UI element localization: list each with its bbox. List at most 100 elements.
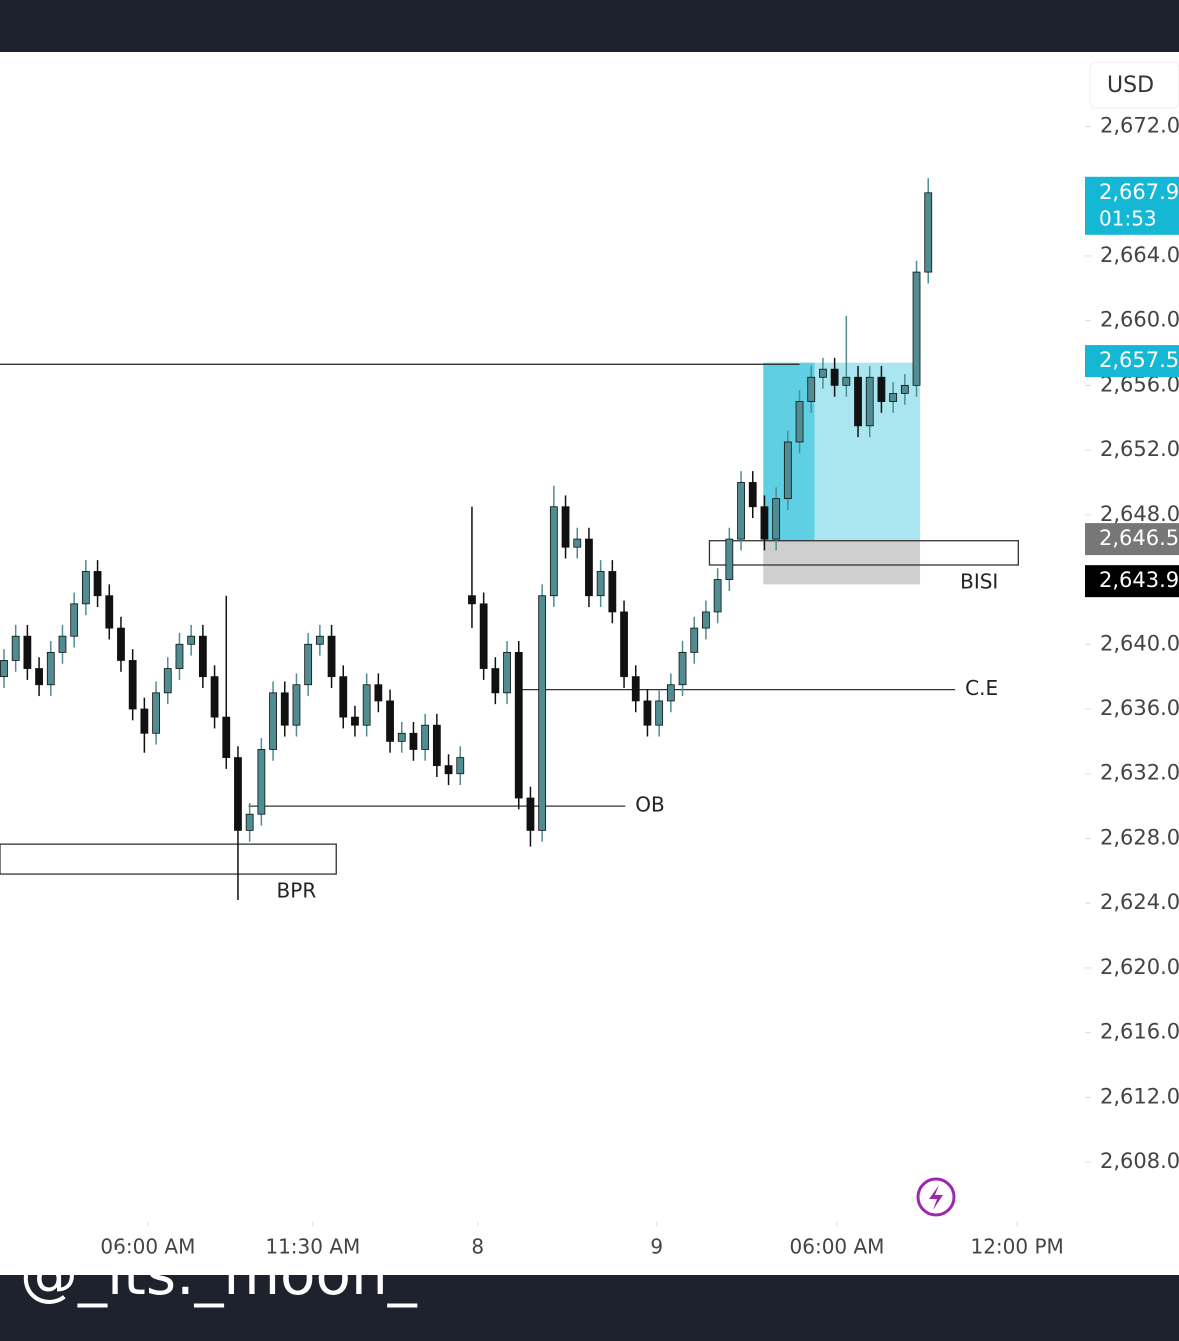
- alert-icon[interactable]: [916, 1177, 956, 1217]
- candle-body: [11, 635, 20, 661]
- candle-body: [772, 498, 781, 540]
- candle-body: [362, 684, 371, 726]
- candle-body: [526, 797, 535, 831]
- candle-body: [257, 749, 266, 815]
- candle-body: [643, 700, 652, 726]
- box-label: BPR: [277, 879, 317, 903]
- candle-body: [924, 192, 933, 273]
- watermark: @_its._moon_: [20, 1240, 418, 1308]
- candle-body: [468, 595, 476, 605]
- candle-body: [23, 635, 32, 669]
- candle-body: [93, 571, 102, 597]
- candle-body: [666, 684, 675, 702]
- box-label: BISI: [960, 569, 998, 593]
- x-tick-label: 12:00 PM: [970, 1235, 1063, 1259]
- y-tick-label: 2,612.00: [1100, 1084, 1179, 1108]
- y-tick-label: 2,672.00: [1100, 113, 1179, 137]
- candle-body: [783, 441, 792, 500]
- candle-body: [479, 603, 488, 669]
- candle-body: [315, 635, 324, 645]
- y-tick-label: 2,660.00: [1100, 308, 1179, 332]
- y-tick-label: 2,616.00: [1100, 1020, 1179, 1044]
- candle-body: [70, 603, 79, 637]
- y-tick-label: 2,628.00: [1100, 825, 1179, 849]
- candle-body: [900, 384, 909, 394]
- candle-body: [538, 595, 547, 831]
- countdown: 01:53: [1099, 206, 1157, 230]
- x-tick-label: 8: [471, 1235, 484, 1259]
- candle-body: [573, 538, 582, 548]
- candle-body: [854, 376, 862, 427]
- candle-body: [58, 635, 67, 653]
- candle-body: [678, 651, 687, 686]
- line-label: OB: [635, 793, 664, 817]
- candle-body: [608, 571, 617, 613]
- candle-body: [819, 368, 827, 378]
- candle-body: [421, 724, 430, 750]
- candle-body: [187, 635, 196, 645]
- candle-body: [655, 700, 664, 726]
- y-tick-label: 2,652.00: [1100, 437, 1179, 461]
- candle-body: [795, 401, 804, 443]
- candle-body: [596, 571, 605, 597]
- currency: USD: [1107, 73, 1154, 98]
- candle-body: [140, 708, 149, 734]
- candle-body: [304, 643, 313, 686]
- candle-body: [842, 376, 851, 386]
- y-tick-label: 2,636.00: [1100, 696, 1179, 720]
- candle-body: [620, 611, 628, 678]
- x-tick-label: 06:00 AM: [100, 1235, 195, 1259]
- y-tick-label: 2,640.00: [1100, 631, 1179, 655]
- y-tick-label: 2,620.00: [1100, 955, 1179, 979]
- candle-body: [292, 684, 301, 726]
- candle-body: [35, 668, 43, 686]
- candle-body: [444, 765, 453, 775]
- candle-body: [409, 732, 418, 750]
- candle-body: [152, 692, 160, 734]
- x-tick-label: 11:30 AM: [265, 1235, 360, 1259]
- candle-body: [748, 482, 757, 508]
- candle-body: [713, 579, 722, 613]
- candle-body: [46, 651, 55, 686]
- candle-body: [631, 676, 640, 702]
- candle-body: [327, 635, 336, 678]
- candle-body: [912, 271, 921, 386]
- price-tag: [1085, 523, 1179, 556]
- candle-body: [374, 684, 383, 702]
- candle-body: [81, 571, 90, 605]
- candle-body: [117, 627, 125, 661]
- candle-body: [245, 813, 254, 831]
- y-tick-label: 2,648.00: [1100, 502, 1179, 526]
- candle-body: [397, 732, 406, 742]
- candle-body: [549, 506, 558, 597]
- candle-body: [514, 651, 523, 799]
- candle-body: [128, 660, 137, 710]
- candle-body: [222, 716, 231, 758]
- candle-body: [830, 368, 839, 386]
- candle-body: [760, 506, 769, 540]
- price-tag: [1085, 345, 1179, 378]
- candle-body: [234, 757, 242, 831]
- currency-box: [1089, 61, 1179, 109]
- candle-body: [585, 538, 593, 597]
- x-tick-label: 9: [650, 1235, 663, 1259]
- y-tick-label: 2,624.00: [1100, 890, 1179, 914]
- drawn-box: [708, 540, 1019, 566]
- candle-body: [432, 724, 441, 767]
- candle-body: [280, 692, 289, 726]
- candle-body: [456, 757, 465, 775]
- candle-body: [351, 716, 359, 726]
- drawn-box: [0, 843, 337, 875]
- candle-body: [561, 506, 570, 548]
- candle-body: [889, 393, 898, 402]
- candle-body: [737, 482, 745, 540]
- price-tag-label: 2,667.90: [1099, 180, 1179, 204]
- y-tick-label: 2,608.00: [1100, 1149, 1179, 1173]
- line-label: C.E: [965, 676, 998, 700]
- price-tag-label: 2,643.90: [1099, 568, 1179, 592]
- candle-body: [105, 595, 114, 629]
- candle-body: [198, 635, 207, 678]
- candle-body: [702, 611, 710, 629]
- price-tag-label: 2,646.50: [1099, 526, 1179, 550]
- candle-body: [175, 643, 184, 669]
